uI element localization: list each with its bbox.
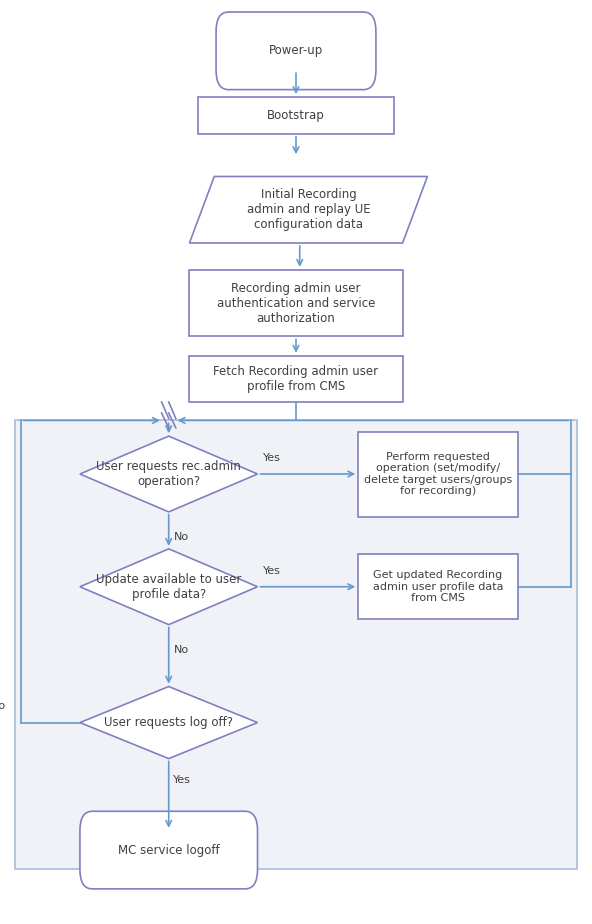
Bar xyxy=(189,270,403,336)
FancyBboxPatch shape xyxy=(216,12,376,90)
Text: MC service logoff: MC service logoff xyxy=(118,844,220,857)
Bar xyxy=(198,97,394,134)
Text: Bootstrap: Bootstrap xyxy=(267,109,325,122)
Text: Get updated Recording
admin user profile data
from CMS: Get updated Recording admin user profile… xyxy=(373,570,503,603)
Bar xyxy=(189,356,403,402)
Polygon shape xyxy=(189,176,427,243)
Text: Initial Recording
admin and replay UE
configuration data: Initial Recording admin and replay UE co… xyxy=(247,188,370,231)
Text: No: No xyxy=(0,701,6,711)
Text: User requests rec.admin
operation?: User requests rec.admin operation? xyxy=(96,460,241,488)
Text: Power-up: Power-up xyxy=(269,44,323,57)
Polygon shape xyxy=(80,549,258,625)
Text: Fetch Recording admin user
profile from CMS: Fetch Recording admin user profile from … xyxy=(214,365,378,393)
Text: Yes: Yes xyxy=(173,775,191,785)
Text: User requests log off?: User requests log off? xyxy=(104,716,233,729)
Text: No: No xyxy=(173,645,189,655)
Text: Yes: Yes xyxy=(263,565,281,576)
Text: Update available to user
profile data?: Update available to user profile data? xyxy=(96,573,242,601)
FancyBboxPatch shape xyxy=(80,811,258,889)
Text: Recording admin user
authentication and service
authorization: Recording admin user authentication and … xyxy=(217,282,375,324)
Text: Yes: Yes xyxy=(263,453,281,463)
Bar xyxy=(358,554,518,619)
Text: No: No xyxy=(173,532,189,542)
Polygon shape xyxy=(80,687,258,759)
Bar xyxy=(358,432,518,517)
Bar xyxy=(15,420,577,869)
Polygon shape xyxy=(80,436,258,512)
Text: Perform requested
operation (set/modify/
delete target users/groups
for recordin: Perform requested operation (set/modify/… xyxy=(364,452,512,496)
